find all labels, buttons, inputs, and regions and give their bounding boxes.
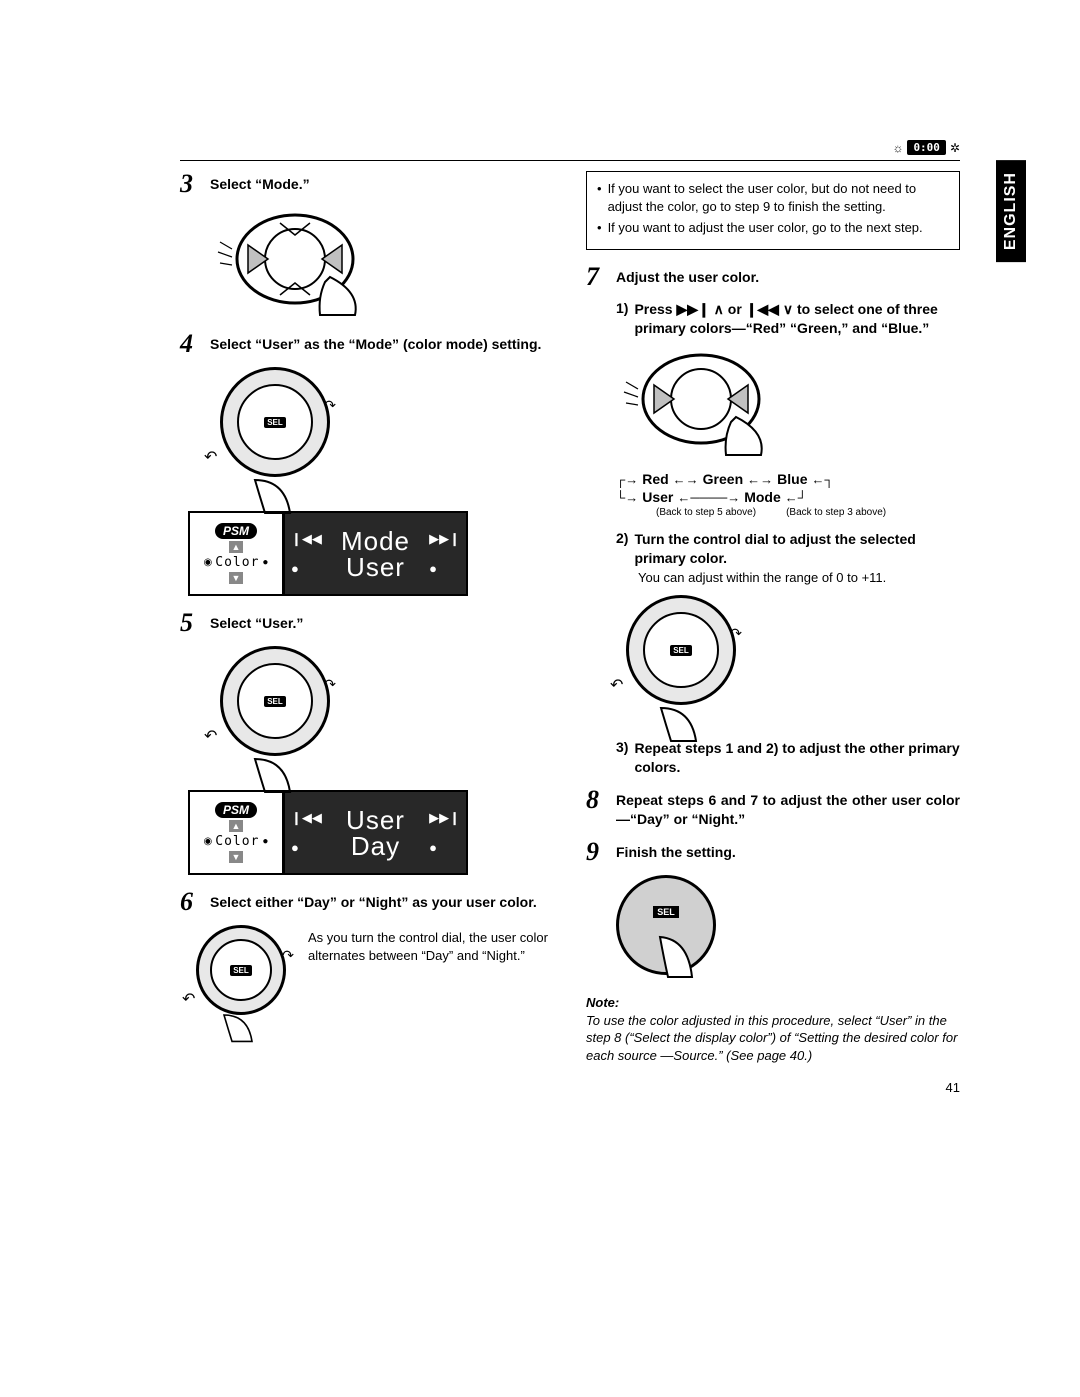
top-rule [180, 160, 960, 161]
prev-icon: ❙◀◀ [746, 301, 779, 317]
info-box: •If you want to select the user color, b… [586, 171, 960, 250]
step7-2-dial: SEL ↶ ↷ [616, 595, 960, 725]
next-icon: ▶▶❙ [429, 810, 460, 826]
step4-dial: SEL ↶ ↷ [210, 367, 554, 497]
substep-number: 1) [616, 300, 628, 316]
display-panel-user-day: PSM ▲ ◉ Color ● ▼ ❙◀◀ ● User [188, 790, 468, 875]
flow-green: Green [703, 471, 743, 487]
step7-navpad [616, 347, 960, 457]
dot-icon: ● [291, 561, 322, 576]
dot-icon: ● [262, 557, 268, 568]
next-icon: ▶▶❙ [429, 531, 460, 547]
info-bullet-1: If you want to select the user color, bu… [608, 180, 949, 215]
step-9: 9 Finish the setting. [586, 839, 960, 865]
psm-badge: PSM [215, 523, 257, 539]
step3-illustration [210, 207, 554, 317]
color-flow-diagram: ┌→ Red ←→ Green ←→ Blue ←┐ └→ User ←────… [616, 471, 960, 518]
flow-mode: Mode [744, 489, 781, 505]
flow-back5: (Back to step 5 above) [656, 507, 756, 518]
psm-badge: PSM [215, 802, 257, 818]
dot-icon: ● [429, 840, 460, 855]
down-icon: ∨ [783, 301, 793, 317]
flow-red: Red [642, 471, 668, 487]
header-badge: ☼ 0:00 ✲ [892, 140, 960, 155]
step-number: 6 [180, 889, 202, 915]
substep-7-1: 1) Press ▶▶❙ ∧ or ❙◀◀ ∨ to select one of… [616, 300, 960, 338]
color-label: Color [215, 555, 259, 570]
substep-7-2: 2) Turn the control dial to adjust the s… [616, 530, 960, 585]
note-body: To use the color adjusted in this proced… [586, 1012, 960, 1065]
info-bullet-2: If you want to adjust the user color, go… [608, 219, 923, 237]
step-text: Select “Mode.” [210, 171, 310, 194]
gear-icon: ✲ [950, 141, 960, 155]
left-column: 3 Select “Mode.” [180, 171, 554, 1095]
display-line2: Day [328, 833, 423, 859]
step-number: 5 [180, 610, 202, 636]
flow-blue: Blue [777, 471, 807, 487]
display-line1: Mode [328, 528, 423, 554]
dot-icon: ● [291, 840, 322, 855]
step-number: 3 [180, 171, 202, 197]
color-label: Color [215, 834, 259, 849]
step-text: Select “User.” [210, 610, 303, 633]
prev-icon: ❙◀◀ [291, 531, 322, 547]
sel-label: SEL [653, 906, 679, 918]
substep-text: Turn the control dial to adjust the sele… [634, 530, 960, 568]
step6-note: As you turn the control dial, the user c… [308, 925, 554, 964]
page-number: 41 [586, 1080, 960, 1095]
step-text: Repeat steps 6 and 7 to adjust the other… [616, 787, 960, 829]
substep-text: Repeat steps 1 and 2) to adjust the othe… [634, 739, 960, 777]
step-text: Finish the setting. [616, 839, 736, 862]
brightness-icon: ☼ [892, 141, 903, 155]
step-text: Select “User” as the “Mode” (color mode)… [210, 331, 541, 354]
substep-7-3: 3) Repeat steps 1 and 2) to adjust the o… [616, 739, 960, 777]
step-6: 6 Select either “Day” or “Night” as your… [180, 889, 554, 915]
flow-back3: (Back to step 3 above) [786, 507, 886, 518]
step-4: 4 Select “User” as the “Mode” (color mod… [180, 331, 554, 357]
display-panel-mode-user: PSM ▲ ◉ Color ● ▼ ❙◀◀ ● Mode [188, 511, 468, 596]
substep-number: 3) [616, 739, 628, 755]
step-8: 8 Repeat steps 6 and 7 to adjust the oth… [586, 787, 960, 829]
substep-text: Press ▶▶❙ ∧ or ❙◀◀ ∨ to select one of th… [634, 300, 960, 338]
up-icon: ∧ [714, 301, 724, 317]
sel-button-illustration: SEL [616, 875, 716, 975]
substep-sub: You can adjust within the range of 0 to … [638, 570, 960, 585]
dot-icon: ● [429, 561, 460, 576]
clock-badge: 0:00 [907, 140, 946, 155]
next-icon: ▶▶❙ [677, 301, 710, 317]
step-3: 3 Select “Mode.” [180, 171, 554, 197]
prev-icon: ❙◀◀ [291, 810, 322, 826]
step-5: 5 Select “User.” [180, 610, 554, 636]
step-text: Adjust the user color. [616, 264, 759, 287]
dot-icon: ● [262, 836, 268, 847]
step-number: 9 [586, 839, 608, 865]
step5-dial: SEL ↶ ↷ [210, 646, 554, 776]
display-line1: User [328, 807, 423, 833]
substep-number: 2) [616, 530, 628, 546]
note-title: Note: [586, 995, 960, 1010]
note-section: Note: To use the color adjusted in this … [586, 995, 960, 1065]
step6-illustration: SEL ↶ ↷ As you turn the control dial, th… [188, 925, 554, 1035]
step-7: 7 Adjust the user color. [586, 264, 960, 290]
step-text: Select either “Day” or “Night” as your u… [210, 889, 537, 912]
right-column: •If you want to select the user color, b… [586, 171, 960, 1095]
flow-user: User [642, 489, 673, 505]
step-number: 8 [586, 787, 608, 813]
language-tab: ENGLISH [996, 160, 1026, 262]
step-number: 4 [180, 331, 202, 357]
step-number: 7 [586, 264, 608, 290]
display-line2: User [328, 554, 423, 580]
